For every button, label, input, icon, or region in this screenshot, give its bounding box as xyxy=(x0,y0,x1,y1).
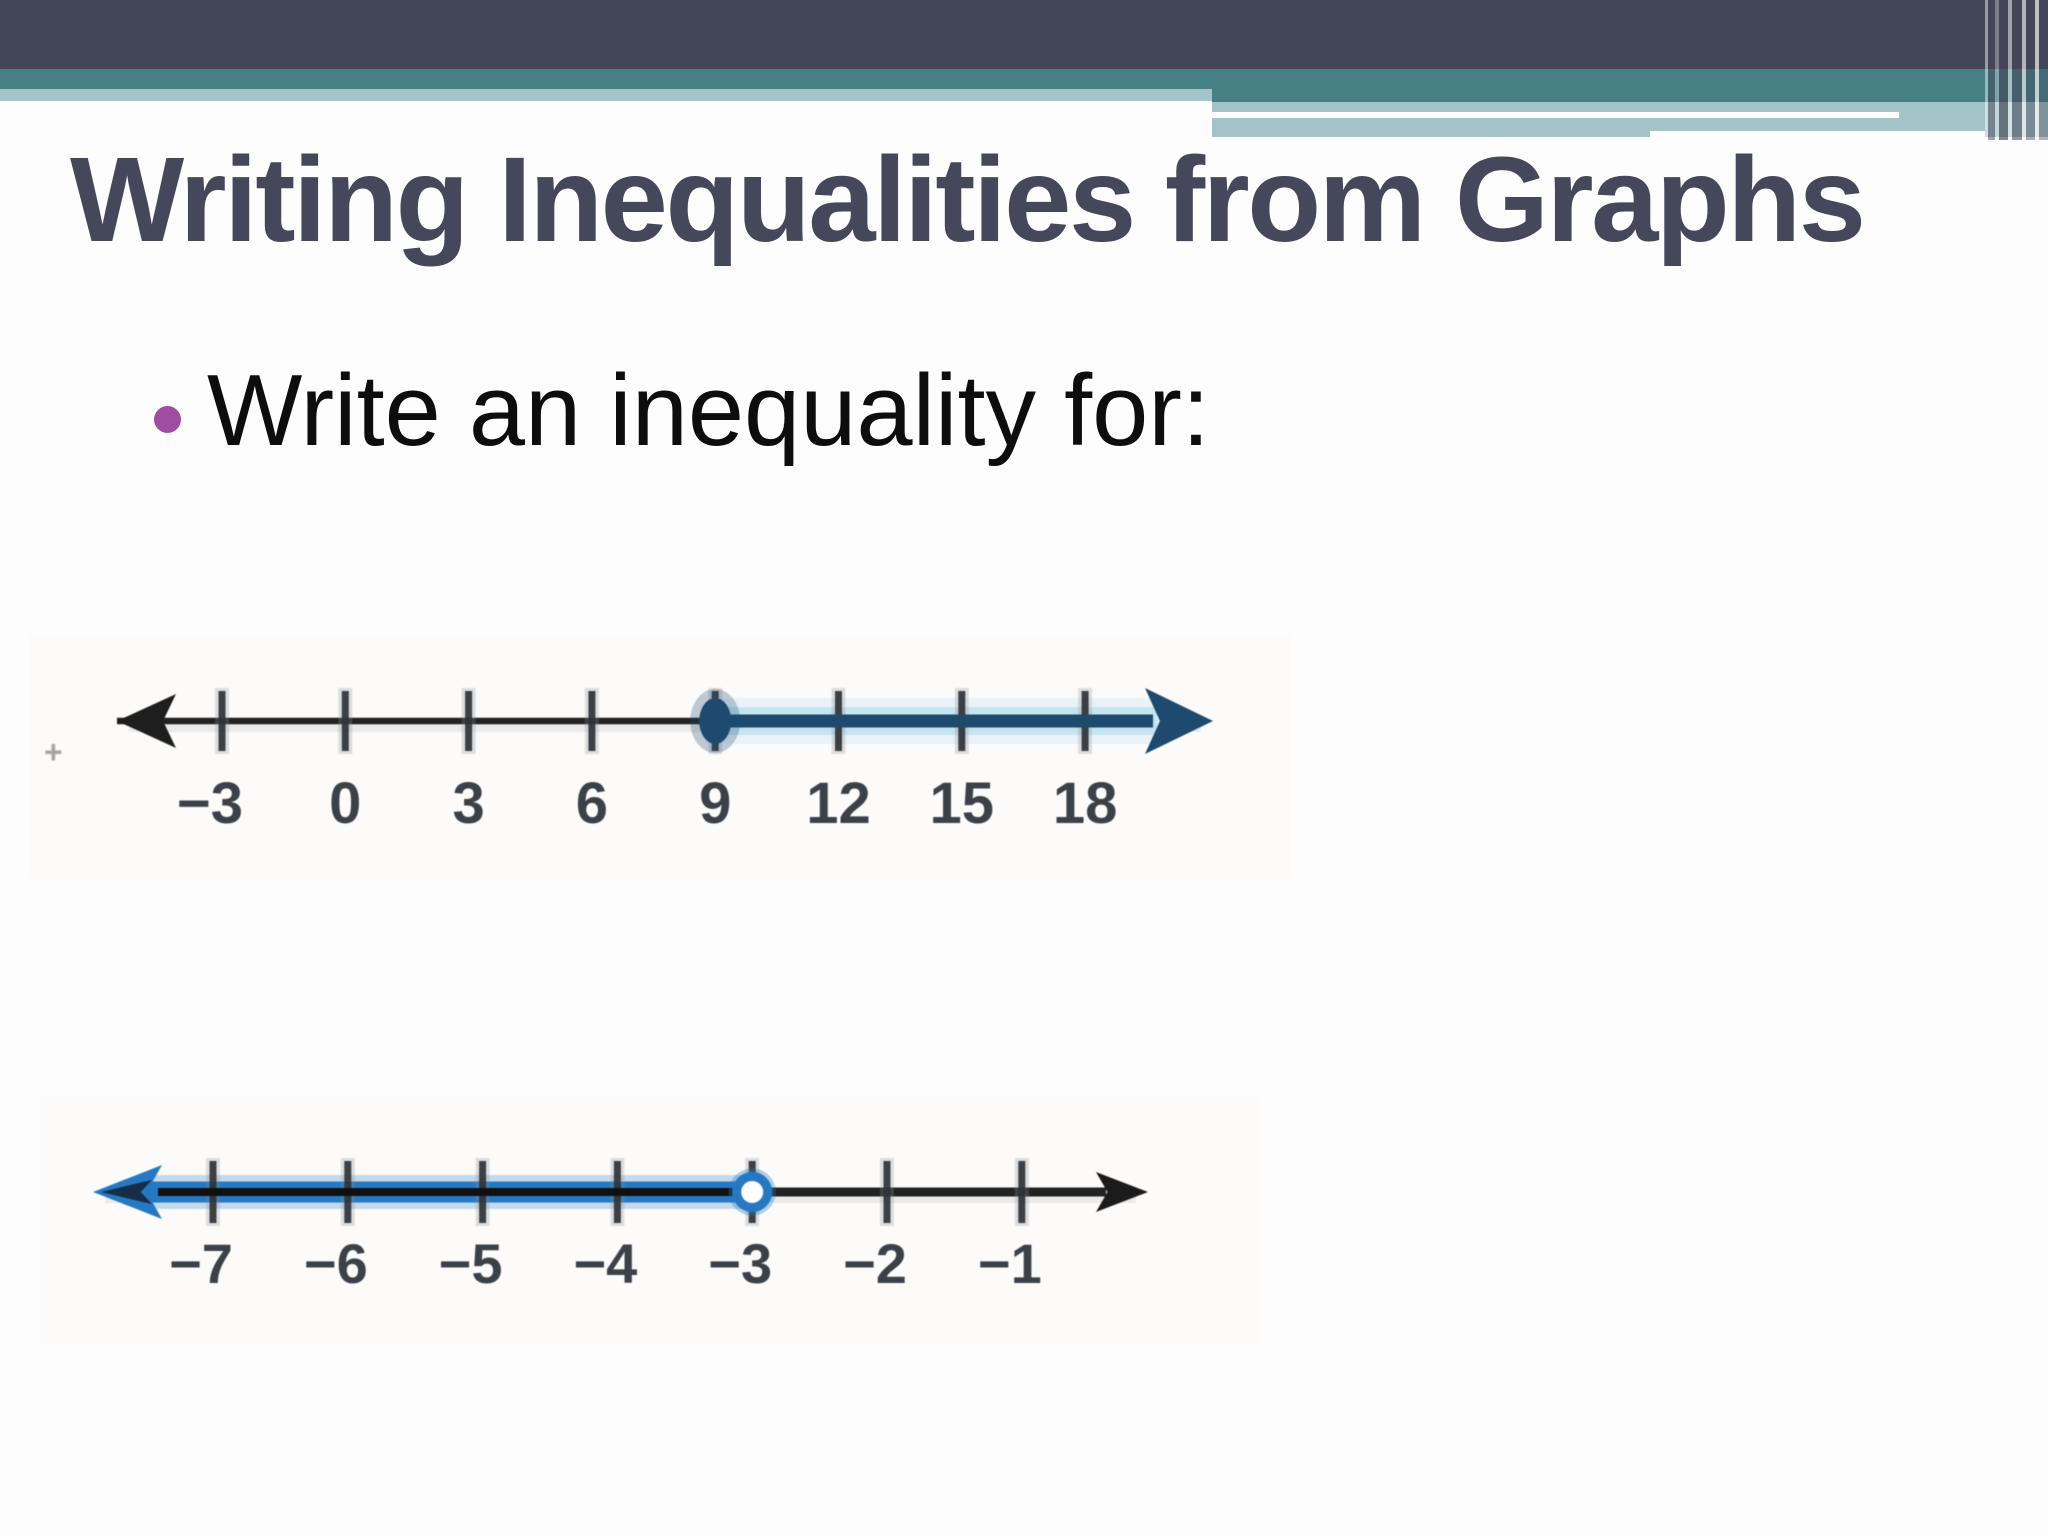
header-band-teal xyxy=(0,69,2048,89)
svg-text:12: 12 xyxy=(806,771,871,836)
corner-stripes-decoration xyxy=(1985,0,2048,140)
svg-text:15: 15 xyxy=(930,771,995,836)
svg-text:−7: −7 xyxy=(169,1232,233,1295)
svg-text:−1: −1 xyxy=(978,1232,1042,1295)
svg-text:−6: −6 xyxy=(304,1232,368,1295)
svg-text:−5: −5 xyxy=(439,1232,503,1295)
svg-text:9: 9 xyxy=(699,771,731,836)
svg-text:0: 0 xyxy=(329,771,361,836)
bullet-marker xyxy=(154,406,181,433)
svg-text:−2: −2 xyxy=(843,1232,907,1295)
svg-text:18: 18 xyxy=(1053,771,1118,836)
bullet-text: Write an inequality for: xyxy=(207,355,1210,467)
svg-text:6: 6 xyxy=(576,771,608,836)
svg-text:3: 3 xyxy=(452,771,484,836)
header-teal-extension xyxy=(1212,89,2048,102)
header-band-dark xyxy=(0,0,2048,69)
svg-text:−4: −4 xyxy=(573,1232,637,1295)
svg-text:−3: −3 xyxy=(177,771,243,836)
svg-text:−3: −3 xyxy=(708,1232,772,1295)
number-line-graph-closed-9: −3 0 3 6 9 12 15 18 xyxy=(30,635,1290,880)
header-step-notch xyxy=(1650,131,1985,137)
header-white-stripe xyxy=(1212,112,1899,118)
number-line-graph-open-neg3: −7 −6 −5 −4 −3 −2 −1 xyxy=(40,1095,1260,1345)
slide-title: Writing Inequalities from Graphs xyxy=(70,131,1866,267)
